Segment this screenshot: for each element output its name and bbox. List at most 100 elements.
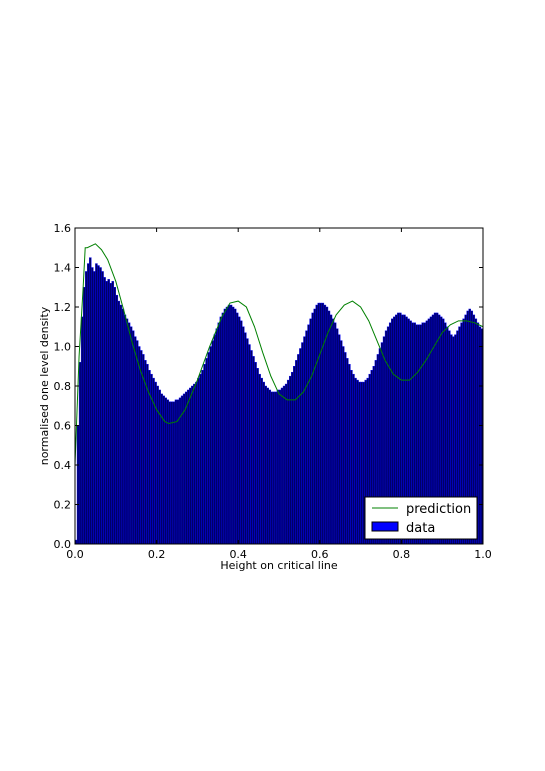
legend-box <box>364 496 478 540</box>
x-tick-label: 0.4 <box>229 548 247 561</box>
bar <box>337 334 341 545</box>
bar <box>135 340 139 545</box>
bar <box>93 271 96 545</box>
bar <box>278 389 282 545</box>
bar <box>478 326 482 545</box>
bar <box>193 383 196 545</box>
bar <box>178 397 182 545</box>
x-tick-label: 0.0 <box>66 548 84 561</box>
bar <box>280 387 284 545</box>
y-axis-ticks: 0.0 0.2 0.4 0.6 0.8 1.0 1.2 1.4 1.6 <box>54 222 483 551</box>
bar <box>119 304 123 545</box>
bar <box>203 364 206 545</box>
bar <box>127 322 131 545</box>
bar <box>329 314 333 545</box>
bar <box>213 334 216 545</box>
bar <box>101 271 104 545</box>
bar <box>115 294 119 545</box>
bar <box>301 342 304 545</box>
bar <box>237 316 241 545</box>
bar <box>354 377 357 545</box>
bar <box>282 385 286 545</box>
bar <box>340 340 343 545</box>
plot-area: 0.0 0.2 0.4 0.6 0.8 1.0 0.0 0.2 0.4 0.6 0.8 1.0 1.2… <box>54 222 492 561</box>
data-bars <box>74 257 484 545</box>
bar <box>333 322 337 545</box>
bar <box>201 370 204 545</box>
bar <box>246 338 249 545</box>
legend: prediction data <box>364 496 478 540</box>
bar <box>82 287 86 545</box>
bar <box>256 368 259 545</box>
bar <box>180 395 184 545</box>
bar <box>348 364 351 545</box>
bar <box>305 330 308 545</box>
bar <box>356 379 359 545</box>
bar <box>362 381 365 545</box>
bar <box>166 399 170 545</box>
bar <box>299 348 302 545</box>
bar <box>335 328 339 545</box>
bar <box>207 352 210 545</box>
bar <box>270 391 274 545</box>
bar <box>172 401 176 545</box>
bar <box>252 356 255 545</box>
y-tick-label: 0.4 <box>54 459 72 472</box>
bar <box>78 362 82 545</box>
bar <box>227 304 231 545</box>
bar <box>97 265 100 545</box>
bar <box>191 385 194 545</box>
bar <box>229 304 233 545</box>
bar <box>182 393 186 545</box>
bar <box>76 425 80 545</box>
bar <box>293 366 296 545</box>
bar <box>211 340 214 545</box>
bar <box>125 318 129 545</box>
bar <box>307 324 310 545</box>
bar <box>276 389 280 545</box>
bar <box>235 312 239 545</box>
bar <box>231 306 235 545</box>
bar <box>111 281 114 545</box>
bar <box>289 375 292 545</box>
bar <box>95 263 98 545</box>
bar <box>109 283 112 545</box>
bar <box>113 287 117 545</box>
bar <box>189 387 192 545</box>
bar <box>248 344 251 545</box>
bar <box>215 328 218 545</box>
bar <box>240 320 243 545</box>
bar <box>264 385 267 545</box>
bar <box>129 326 133 545</box>
bar <box>250 350 253 545</box>
y-axis-label: normalised one level density <box>38 306 51 465</box>
bar <box>244 332 247 545</box>
bar <box>254 362 257 545</box>
bar <box>133 336 137 545</box>
bar <box>342 346 345 545</box>
bar <box>144 360 147 545</box>
bar <box>142 354 145 545</box>
bar <box>274 391 278 545</box>
y-tick-label: 1.0 <box>54 341 72 354</box>
bar <box>225 306 229 545</box>
x-tick-label: 0.8 <box>393 548 411 561</box>
y-tick-label: 1.6 <box>54 222 72 235</box>
prediction-line <box>74 243 484 466</box>
bar <box>346 358 349 545</box>
bar <box>209 346 212 545</box>
bar <box>217 322 221 545</box>
bar <box>105 281 108 545</box>
bar <box>303 336 306 545</box>
bar <box>242 326 245 545</box>
bar <box>260 377 263 545</box>
y-tick-label: 1.4 <box>54 262 72 275</box>
bar <box>162 395 165 545</box>
bar <box>219 316 223 545</box>
legend-entry-prediction: prediction <box>406 502 471 517</box>
bar <box>313 308 316 545</box>
bar <box>186 389 190 545</box>
bar <box>317 302 321 545</box>
bar <box>199 373 202 545</box>
